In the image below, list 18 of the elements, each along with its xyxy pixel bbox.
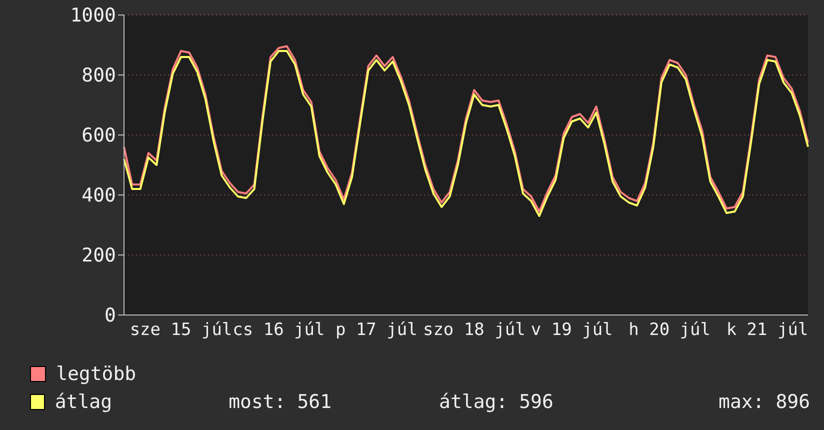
y-tick-label: 400 bbox=[82, 184, 116, 207]
x-tick-label: h 20 júl bbox=[628, 320, 711, 340]
x-tick-label: sze 15 júl bbox=[130, 320, 232, 340]
x-tick-label: szo 18 júl bbox=[422, 320, 526, 340]
y-tick-label: 600 bbox=[82, 124, 116, 147]
y-tick-label: 1000 bbox=[70, 4, 116, 27]
x-tick-label: p 17 júl bbox=[335, 320, 418, 340]
x-tick-label: v 19 júl bbox=[530, 320, 613, 340]
legend-label: legtöbb bbox=[56, 363, 138, 385]
y-tick-label: 800 bbox=[82, 64, 116, 87]
text: max: 896 bbox=[718, 391, 810, 413]
legend-label: átlag bbox=[54, 391, 114, 413]
y-tick-label: 0 bbox=[104, 304, 116, 327]
text: most: 561 bbox=[228, 391, 333, 413]
text: átlag: 596 bbox=[439, 391, 554, 413]
x-tick-label: k 21 júl bbox=[726, 320, 808, 340]
x-tick-label: cs 16 júl bbox=[232, 320, 325, 340]
y-tick-label: 200 bbox=[82, 244, 116, 267]
